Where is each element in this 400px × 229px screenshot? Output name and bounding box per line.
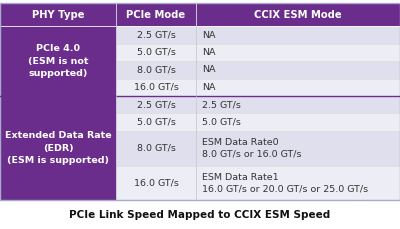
Bar [116,96,196,113]
Bar [116,44,196,61]
Text: 16.0 GT/s: 16.0 GT/s [134,83,178,92]
Bar [0,3,400,200]
Text: NA: NA [202,30,216,40]
Bar [0,96,116,200]
Bar [116,113,196,131]
Text: NA: NA [202,48,216,57]
Bar [116,3,196,26]
Bar [196,3,400,26]
Text: PCIe Link Speed Mapped to CCIX ESM Speed: PCIe Link Speed Mapped to CCIX ESM Speed [69,210,331,220]
Bar [196,96,400,113]
Text: 2.5 GT/s: 2.5 GT/s [202,100,241,109]
Bar [116,26,196,44]
Text: 5.0 GT/s: 5.0 GT/s [202,117,241,127]
Text: NA: NA [202,65,216,74]
Text: 5.0 GT/s: 5.0 GT/s [136,48,176,57]
Text: PHY Type: PHY Type [32,10,84,20]
Text: 2.5 GT/s: 2.5 GT/s [136,30,176,40]
Text: PCIe 4.0
(ESM is not
supported): PCIe 4.0 (ESM is not supported) [28,44,88,78]
Text: ESM Data Rate0
8.0 GT/s or 16.0 GT/s: ESM Data Rate0 8.0 GT/s or 16.0 GT/s [202,138,302,158]
Bar [196,131,400,166]
Bar [0,26,116,96]
Text: CCIX ESM Mode: CCIX ESM Mode [254,10,342,20]
Text: Extended Data Rate
(EDR)
(ESM is supported): Extended Data Rate (EDR) (ESM is support… [5,131,111,165]
Bar [196,61,400,79]
Text: 8.0 GT/s: 8.0 GT/s [136,144,176,153]
Bar [0,3,116,26]
Bar [196,26,400,44]
Bar [116,79,196,96]
Text: PCIe Mode: PCIe Mode [126,10,186,20]
Text: 16.0 GT/s: 16.0 GT/s [134,178,178,188]
Bar [116,61,196,79]
Bar [196,79,400,96]
Bar [196,113,400,131]
Text: 8.0 GT/s: 8.0 GT/s [136,65,176,74]
Bar [196,44,400,61]
Bar [116,131,196,166]
Text: 5.0 GT/s: 5.0 GT/s [136,117,176,127]
Text: 2.5 GT/s: 2.5 GT/s [136,100,176,109]
Bar [196,166,400,200]
Text: NA: NA [202,83,216,92]
Text: ESM Data Rate1
16.0 GT/s or 20.0 GT/s or 25.0 GT/s: ESM Data Rate1 16.0 GT/s or 20.0 GT/s or… [202,173,368,193]
Bar [116,166,196,200]
